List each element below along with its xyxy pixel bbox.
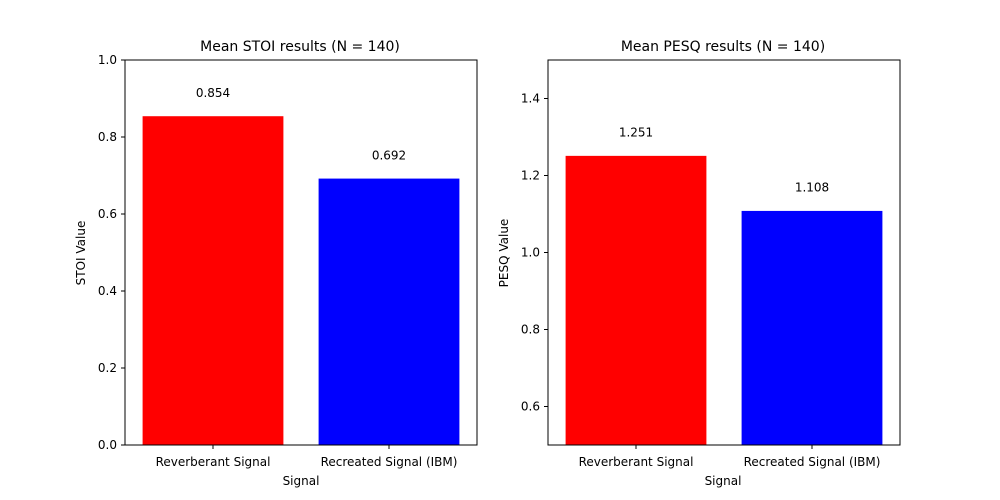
data-label: 1.108 xyxy=(795,181,829,195)
y-tick-label: 0.0 xyxy=(98,438,117,452)
y-tick-label: 0.8 xyxy=(521,323,540,337)
x-axis-label: Signal xyxy=(283,474,320,488)
y-tick-label: 1.4 xyxy=(521,92,540,106)
y-tick-label: 0.4 xyxy=(98,284,117,298)
y-tick-label: 1.2 xyxy=(521,169,540,183)
y-axis-label: PESQ Value xyxy=(497,219,511,288)
chart-title: Mean PESQ results (N = 140) xyxy=(621,39,825,55)
y-tick-label: 0.6 xyxy=(98,207,117,221)
plot-frame xyxy=(124,59,478,446)
bar-2 xyxy=(741,210,883,445)
data-label: 0.692 xyxy=(372,148,406,162)
bar-2 xyxy=(318,178,460,445)
x-tick-label: Reverberant Signal xyxy=(579,455,694,469)
y-tick-label: 0.6 xyxy=(521,400,540,414)
x-tick-label: Recreated Signal (IBM) xyxy=(321,455,458,469)
data-label: 0.854 xyxy=(196,86,230,100)
y-tick-label: 1.0 xyxy=(98,53,117,67)
x-axis-label: Signal xyxy=(705,474,742,488)
bar-1 xyxy=(142,116,284,446)
chart-title: Mean STOI results (N = 140) xyxy=(200,39,400,55)
x-tick-label: Reverberant Signal xyxy=(156,455,271,469)
y-axis-label: STOI Value xyxy=(74,221,88,286)
bar-1 xyxy=(565,155,707,446)
stoi-chart: Mean STOI results (N = 140) Signal STOI … xyxy=(74,39,478,488)
data-label: 1.251 xyxy=(619,126,653,140)
y-tick-label: 0.2 xyxy=(98,361,117,375)
x-tick-label: Recreated Signal (IBM) xyxy=(744,455,881,469)
y-tick-label: 1.0 xyxy=(521,246,540,260)
pesq-chart: Mean PESQ results (N = 140) Signal PESQ … xyxy=(497,39,901,488)
y-tick-label: 0.8 xyxy=(98,130,117,144)
